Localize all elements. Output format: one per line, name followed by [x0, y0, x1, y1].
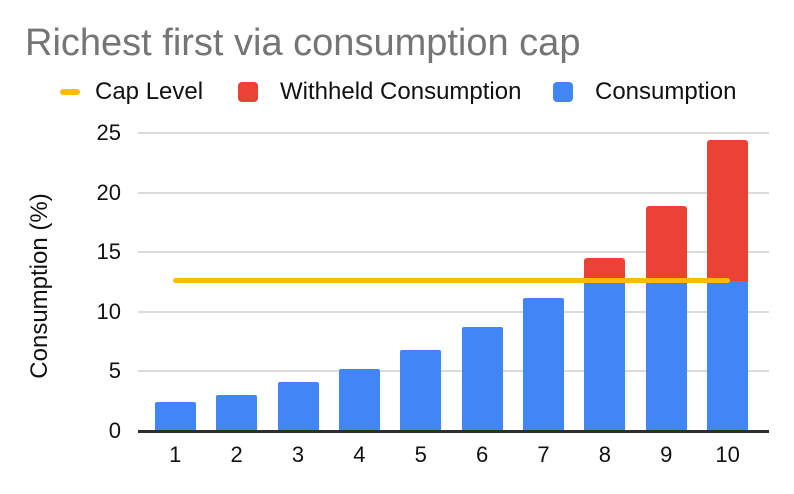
x-tick-2: 2	[230, 442, 243, 467]
gridline-20	[138, 191, 769, 194]
legend-item-withheld-consumption: Withheld Consumption	[238, 77, 522, 105]
x-tick-6: 6	[476, 442, 489, 467]
legend-item-consumption: Consumption	[553, 77, 737, 105]
x-tick-4: 4	[353, 442, 366, 467]
x-tick-10: 10	[715, 442, 740, 467]
y-tick-20: 20	[96, 179, 121, 205]
legend-item-cap-level: Cap Level	[60, 77, 204, 105]
gridline-15	[138, 251, 769, 254]
bar-consumption-7	[523, 297, 565, 431]
bar-consumption-2	[216, 395, 258, 431]
x-tick-7: 7	[537, 442, 550, 467]
y-tick-10: 10	[96, 298, 121, 324]
withheld-consumption-swatch-icon	[238, 81, 258, 102]
y-tick-0: 0	[108, 418, 121, 443]
bar-withheld-10	[707, 140, 749, 281]
x-tick-8: 8	[598, 442, 611, 467]
cap-level-line-swatch-icon	[60, 88, 80, 95]
bar-consumption-4	[338, 369, 380, 431]
bar-withheld-9	[645, 205, 687, 281]
bar-consumption-8	[584, 280, 626, 431]
y-tick-15: 15	[96, 239, 121, 265]
x-tick-3: 3	[291, 442, 305, 467]
gridline-25	[138, 132, 769, 134]
gridline-5	[138, 370, 769, 373]
x-tick-5: 5	[414, 442, 427, 467]
bar-consumption-1	[154, 402, 196, 431]
consumption-swatch-icon	[553, 81, 573, 102]
x-tick-1: 1	[169, 442, 182, 467]
y-tick-25: 25	[96, 120, 121, 145]
y-axis-title: Consumption (%)	[26, 193, 53, 379]
bar-consumption-6	[461, 327, 503, 431]
y-tick-5: 5	[108, 358, 121, 384]
bar-consumption-3	[277, 382, 319, 431]
bar-withheld-8	[584, 258, 626, 281]
gridline-10	[138, 310, 769, 313]
bar-consumption-10	[707, 280, 749, 431]
bar-consumption-9	[645, 280, 687, 431]
x-tick-9: 9	[660, 442, 673, 467]
legend-label-withheld-consumption: Withheld Consumption	[280, 77, 522, 105]
bar-consumption-5	[400, 349, 442, 431]
plot-area	[138, 132, 769, 431]
legend-label-cap-level: Cap Level	[95, 77, 204, 105]
x-axis-line	[138, 430, 769, 433]
chart-title: Richest first via consumption cap	[25, 22, 581, 64]
cap-level-line	[172, 278, 731, 284]
legend-label-consumption: Consumption	[595, 77, 737, 105]
